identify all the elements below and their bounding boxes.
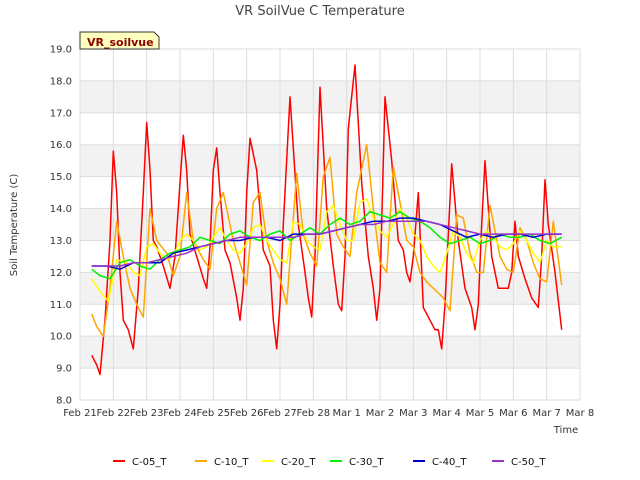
- legend-label: C-10_T: [214, 457, 249, 468]
- y-tick-label: 13.0: [50, 236, 72, 247]
- y-tick-label: 18.0: [50, 76, 72, 87]
- x-tick-label: Mar 5: [466, 408, 494, 419]
- x-tick-label: Mar 7: [532, 408, 560, 419]
- series-lines: [91, 64, 563, 376]
- legend-label: C-30_T: [349, 457, 384, 468]
- badge-shape: [79, 31, 160, 50]
- y-tick-label: 8.0: [56, 396, 72, 407]
- y-tick-label: 9.0: [56, 364, 72, 375]
- x-tick-label: Feb 27: [263, 408, 297, 419]
- y-tick-label: 11.0: [50, 300, 72, 311]
- x-tick-label: Feb 26: [230, 408, 264, 419]
- x-tick-label: Mar 2: [366, 408, 394, 419]
- gridlines: [79, 48, 581, 401]
- chart-title: VR SoilVue C Temperature: [235, 4, 404, 19]
- x-tick-label: Feb 28: [297, 408, 331, 419]
- x-tick-label: Mar 1: [332, 408, 360, 419]
- y-tick-label: 17.0: [50, 108, 72, 119]
- series-line-c-20_t: [91, 198, 562, 302]
- series-line-c-30_t: [91, 210, 563, 280]
- legend-label: C-20_T: [281, 457, 316, 468]
- x-axis-label: Time: [553, 425, 578, 436]
- y-tick-label: 19.0: [50, 45, 72, 56]
- y-tick-label: 10.0: [50, 332, 72, 343]
- y-tick-label: 15.0: [50, 172, 72, 183]
- x-tick-label: Feb 25: [197, 408, 231, 419]
- x-tick-label: Mar 8: [566, 408, 594, 419]
- x-tick-label: Feb 22: [97, 408, 131, 419]
- plot-band: [80, 336, 580, 369]
- x-tick-label: Mar 4: [432, 408, 460, 419]
- y-axis-label: Soil Temperature (C): [9, 174, 20, 277]
- y-axis-ticks: 8.0 9.0 10.0 11.0 12.0 13.0 14.0 15.0 16.0 17.0 18…: [50, 45, 72, 407]
- legend-label: C-50_T: [511, 457, 546, 468]
- y-tick-label: 14.0: [50, 204, 72, 215]
- x-tick-label: Feb 23: [130, 408, 164, 419]
- y-tick-label: 12.0: [50, 268, 72, 279]
- y-tick-label: 16.0: [50, 140, 72, 151]
- x-tick-label: Feb 21: [63, 408, 97, 419]
- site-badge: VR_soilvue: [79, 31, 160, 50]
- x-tick-label: Feb 24: [163, 408, 197, 419]
- plot-band: [80, 80, 580, 113]
- x-tick-label: Mar 3: [399, 408, 427, 419]
- legend: C-05_T C-10_T C-20_T C-30_T C-40_T C-50_T: [113, 457, 546, 468]
- x-axis-ticks: Feb 21 Feb 22 Feb 23 Feb 24 Feb 25 Feb 26 Feb …: [63, 408, 594, 419]
- x-tick-label: Mar 6: [499, 408, 527, 419]
- legend-label: C-05_T: [132, 457, 167, 468]
- series-line-c-50_t: [91, 220, 562, 267]
- legend-label: C-40_T: [432, 457, 467, 468]
- plot-bands: [80, 80, 580, 369]
- badge-label: VR_soilvue: [87, 36, 154, 49]
